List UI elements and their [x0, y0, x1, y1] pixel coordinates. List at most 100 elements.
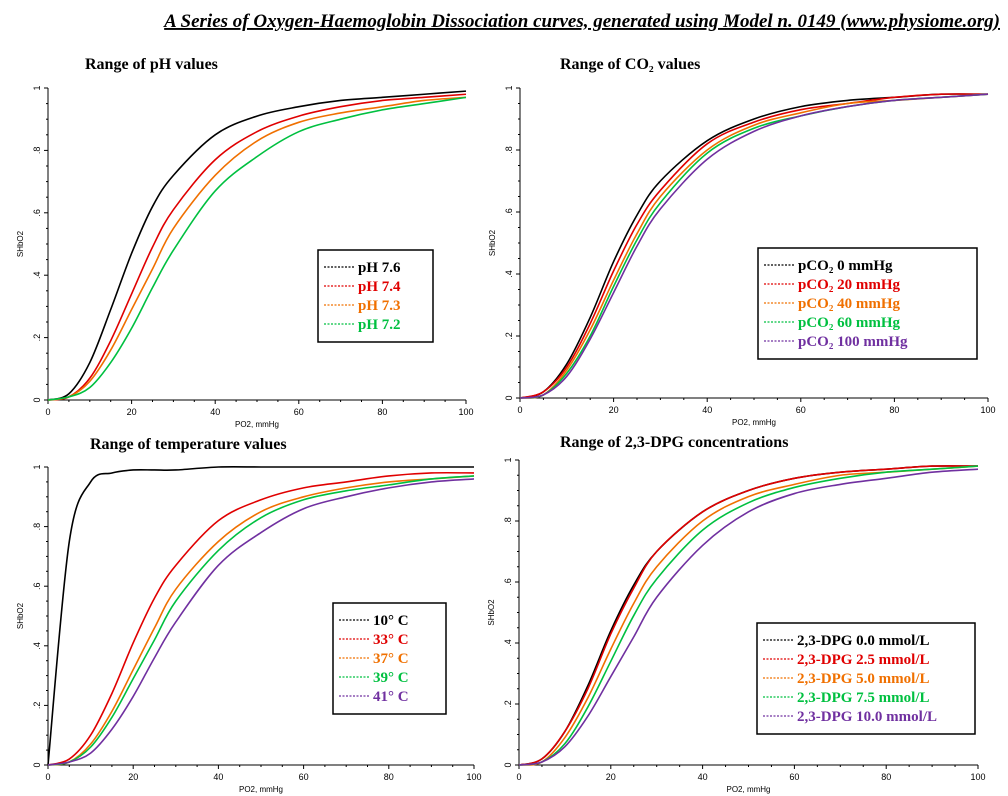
x-tick-label: 80 — [377, 407, 387, 417]
legend-box — [332, 602, 447, 715]
y-tick-label: .4 — [32, 271, 42, 279]
x-tick-label: 40 — [698, 772, 708, 782]
y-axis-label: SHbO2 — [487, 599, 496, 626]
y-tick-label: .6 — [503, 578, 513, 586]
y-tick-label: 1 — [32, 464, 42, 469]
legend-label: 2,3-DPG 7.5 mmol/L — [797, 690, 930, 706]
data-line — [47, 475, 475, 766]
panel-title: Range of pH values — [85, 56, 218, 73]
x-tick-label: 0 — [517, 405, 522, 415]
legend-label: 39° C — [373, 670, 409, 686]
x-tick-label: 40 — [210, 407, 220, 417]
y-axis-label: SHbO2 — [488, 229, 497, 256]
panel-title: Range of CO₂ values — [560, 56, 700, 73]
legend-label: 41° C — [373, 689, 409, 705]
legend-label: pH 7.2 — [358, 317, 401, 333]
y-tick-label: 0 — [504, 395, 514, 400]
legend-label: pH 7.6 — [358, 260, 401, 276]
legend-label: 2,3-DPG 2.5 mmol/L — [797, 652, 930, 668]
x-tick-label: 20 — [127, 407, 137, 417]
data-line — [47, 475, 475, 766]
x-tick-label: 40 — [213, 772, 223, 782]
legend-label: 33° C — [373, 632, 409, 648]
x-tick-label: 100 — [458, 407, 473, 417]
legend-label: 10° C — [373, 613, 409, 629]
y-tick-label: 1 — [504, 85, 514, 90]
y-tick-label: .6 — [32, 209, 42, 217]
x-tick-label: 100 — [970, 772, 985, 782]
x-axis-label: PO2, mmHg — [239, 785, 283, 794]
y-tick-label: .8 — [32, 147, 42, 155]
y-axis-label: SHbO2 — [16, 602, 25, 629]
legend-label: pCO₂ 0 mmHg — [798, 258, 893, 274]
data-line — [47, 96, 467, 401]
y-tick-label: .6 — [32, 582, 42, 590]
data-line — [47, 90, 467, 401]
x-tick-label: 60 — [789, 772, 799, 782]
y-tick-label: 0 — [503, 762, 513, 767]
y-tick-label: .2 — [32, 334, 42, 342]
x-tick-label: 0 — [45, 407, 50, 417]
x-tick-label: 20 — [609, 405, 619, 415]
data-line — [47, 465, 474, 766]
x-tick-label: 20 — [128, 772, 138, 782]
y-tick-label: .4 — [32, 642, 42, 650]
x-axis-label: PO2, mmHg — [732, 418, 776, 427]
y-tick-label: .4 — [504, 270, 514, 278]
x-axis-label: PO2, mmHg — [726, 785, 770, 794]
legend-box — [317, 249, 434, 343]
data-line — [47, 478, 475, 766]
data-line — [47, 471, 475, 766]
y-tick-label: 0 — [32, 762, 42, 767]
y-tick-label: .4 — [503, 639, 513, 647]
figure-title: A Series of Oxygen-Haemoglobin Dissociat… — [163, 11, 1000, 32]
legend-label: 2,3-DPG 0.0 mmol/L — [797, 633, 930, 649]
panel-title: Range of 2,3-DPG concentrations — [560, 434, 788, 451]
data-line — [518, 465, 979, 766]
legend-label: pCO₂ 60 mmHg — [798, 315, 900, 331]
y-tick-label: .6 — [504, 208, 514, 216]
legend-label: pCO₂ 40 mmHg — [798, 296, 900, 312]
x-tick-label: 80 — [384, 772, 394, 782]
y-tick-label: .2 — [504, 332, 514, 340]
y-axis-label: SHbO2 — [16, 230, 25, 257]
legend-label: 2,3-DPG 5.0 mmol/L — [797, 671, 930, 687]
x-tick-label: 0 — [516, 772, 521, 782]
legend-label: pCO₂ 100 mmHg — [798, 334, 908, 350]
legend-box — [757, 247, 978, 360]
x-tick-label: 80 — [881, 772, 891, 782]
data-line — [519, 93, 989, 399]
legend-label: 2,3-DPG 10.0 mmol/L — [797, 709, 937, 725]
legend-label: pH 7.4 — [358, 279, 401, 295]
x-tick-label: 60 — [796, 405, 806, 415]
y-tick-label: .2 — [503, 700, 513, 708]
data-line — [518, 468, 979, 766]
y-tick-label: .8 — [504, 146, 514, 154]
y-tick-label: .8 — [32, 523, 42, 531]
x-tick-label: 0 — [45, 772, 50, 782]
x-tick-label: 60 — [294, 407, 304, 417]
y-tick-label: .8 — [503, 517, 513, 525]
data-line — [47, 93, 467, 401]
y-tick-label: .2 — [32, 702, 42, 710]
x-axis-label: PO2, mmHg — [235, 420, 279, 429]
x-tick-label: 60 — [299, 772, 309, 782]
x-tick-label: 40 — [702, 405, 712, 415]
legend-label: pCO₂ 20 mmHg — [798, 277, 900, 293]
legend-label: 37° C — [373, 651, 409, 667]
y-tick-label: 1 — [32, 85, 42, 90]
legend-box — [756, 622, 976, 735]
y-tick-label: 1 — [503, 457, 513, 462]
data-line — [519, 93, 989, 399]
data-line — [47, 96, 467, 401]
x-tick-label: 100 — [980, 405, 995, 415]
x-tick-label: 80 — [889, 405, 899, 415]
x-tick-label: 100 — [466, 772, 481, 782]
x-tick-label: 20 — [606, 772, 616, 782]
panel-title: Range of temperature values — [90, 436, 287, 453]
y-tick-label: 0 — [32, 397, 42, 402]
data-line — [518, 465, 979, 766]
legend-label: pH 7.3 — [358, 298, 401, 314]
